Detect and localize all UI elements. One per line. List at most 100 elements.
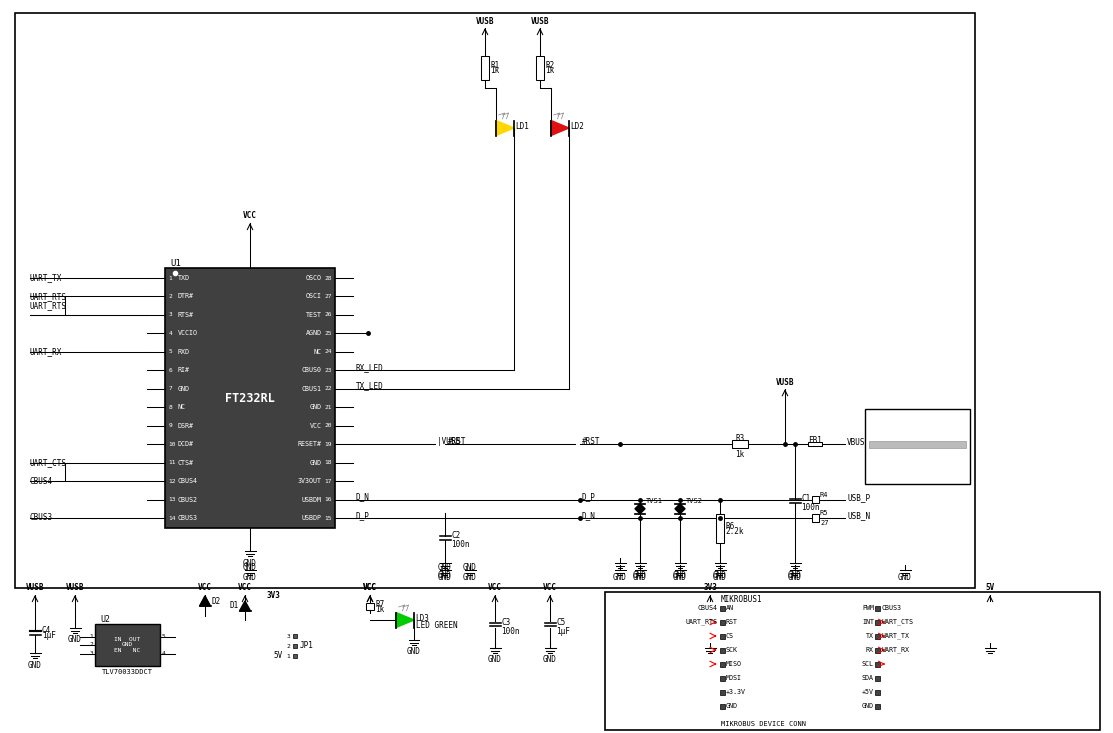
Text: VUSB: VUSB (776, 377, 795, 386)
Text: 5: 5 (162, 634, 166, 639)
Text: 24: 24 (324, 350, 332, 354)
Polygon shape (636, 504, 646, 509)
Text: GND: GND (613, 573, 627, 583)
Text: R3: R3 (736, 434, 745, 443)
Text: TLV70033DDCT: TLV70033DDCT (102, 669, 152, 675)
Text: TEST: TEST (306, 312, 322, 318)
Polygon shape (674, 504, 684, 509)
Text: UART_TX: UART_TX (881, 633, 910, 639)
Text: VCC: VCC (311, 423, 322, 429)
Text: RESET#: RESET# (298, 441, 322, 447)
Text: 1: 1 (286, 654, 290, 658)
Text: GND: GND (713, 573, 727, 583)
Text: MIKROBUS1: MIKROBUS1 (721, 595, 762, 605)
Text: 4: 4 (162, 651, 166, 656)
Text: TVS2: TVS2 (686, 498, 703, 504)
Text: 3V3OUT: 3V3OUT (298, 478, 322, 484)
Text: GND: GND (68, 636, 82, 644)
Text: GND: GND (898, 573, 912, 583)
Text: TXD: TXD (178, 275, 190, 281)
Text: GND: GND (633, 573, 647, 583)
Text: 3: 3 (89, 651, 93, 656)
Text: 100n: 100n (801, 504, 820, 512)
Text: 15: 15 (324, 515, 332, 520)
Text: FB1: FB1 (808, 436, 821, 445)
Bar (732, 441, 748, 448)
Text: 25: 25 (324, 331, 332, 336)
Text: SCL: SCL (861, 661, 874, 667)
Text: INT: INT (861, 619, 874, 625)
Text: 18: 18 (324, 460, 332, 465)
Text: 2.2k: 2.2k (726, 527, 743, 536)
Text: GND: GND (407, 647, 421, 657)
Text: 1k: 1k (736, 449, 745, 459)
Text: C1: C1 (801, 494, 810, 504)
Bar (14, 13, 975, 588)
Text: 3V3: 3V3 (703, 583, 717, 592)
Bar (293, 634, 297, 638)
Text: |VUSB: |VUSB (437, 437, 460, 446)
Text: GND: GND (543, 655, 556, 665)
Text: CBUS3: CBUS3 (881, 605, 902, 611)
Bar (95, 624, 160, 666)
Bar (720, 647, 725, 652)
Bar (811, 515, 818, 522)
Text: DSR#: DSR# (178, 423, 194, 429)
Text: USB_P: USB_P (847, 493, 870, 502)
Bar (875, 619, 880, 625)
Bar (720, 633, 725, 638)
Text: VCC: VCC (489, 583, 502, 592)
Text: RX_LED: RX_LED (356, 363, 384, 372)
Bar (875, 704, 880, 709)
Text: UART_RTS: UART_RTS (30, 301, 67, 310)
Text: 21: 21 (324, 405, 332, 410)
Text: GND: GND (311, 460, 322, 465)
Text: VUSB: VUSB (66, 583, 85, 592)
Text: IN  OUT
GND
EN   NC: IN OUT GND EN NC (115, 637, 140, 653)
Text: GND: GND (788, 572, 802, 581)
Text: 1k: 1k (491, 66, 500, 75)
Text: CTS#: CTS# (178, 460, 194, 465)
Text: 1: 1 (89, 634, 93, 639)
Text: R1: R1 (491, 62, 500, 70)
Text: USBDP: USBDP (302, 515, 322, 521)
Bar (720, 690, 725, 694)
Text: R6: R6 (726, 523, 735, 531)
Text: D_N: D_N (582, 511, 595, 520)
Text: R5: R5 (820, 510, 828, 516)
Text: 27: 27 (820, 520, 828, 526)
Text: CBUS4: CBUS4 (178, 478, 198, 484)
Text: 100n: 100n (452, 540, 470, 549)
Bar (808, 442, 823, 446)
Text: 5V: 5V (274, 652, 283, 660)
Text: R7: R7 (375, 600, 385, 609)
Text: UART_CTS: UART_CTS (881, 619, 914, 625)
Text: C5: C5 (556, 618, 565, 627)
Text: 5V: 5V (985, 583, 995, 592)
Text: R2: R2 (545, 62, 554, 70)
Text: 1k: 1k (375, 605, 385, 614)
Text: GND: GND (673, 573, 687, 583)
Text: 13: 13 (168, 497, 176, 502)
Text: 2: 2 (286, 644, 290, 649)
Bar (720, 704, 725, 709)
Text: 2: 2 (89, 643, 93, 647)
Text: LD3: LD3 (415, 614, 430, 623)
Text: +5V: +5V (861, 689, 874, 695)
Text: GND: GND (489, 655, 502, 665)
Text: 6: 6 (168, 368, 173, 373)
Text: USB_N: USB_N (847, 512, 870, 520)
Text: +3.3V: +3.3V (726, 689, 746, 695)
Text: 10: 10 (168, 442, 176, 446)
Text: C3: C3 (502, 618, 511, 627)
Polygon shape (396, 613, 414, 627)
Text: LED GREEN: LED GREEN (416, 621, 457, 630)
Text: 1μF: 1μF (556, 627, 570, 636)
Text: VUSB: VUSB (475, 17, 494, 26)
Text: VCC: VCC (363, 583, 377, 592)
Text: 17: 17 (324, 479, 332, 484)
Text: 9: 9 (168, 423, 173, 428)
Bar (716, 514, 723, 543)
Text: LD2: LD2 (571, 122, 584, 131)
Text: U1: U1 (170, 259, 180, 268)
